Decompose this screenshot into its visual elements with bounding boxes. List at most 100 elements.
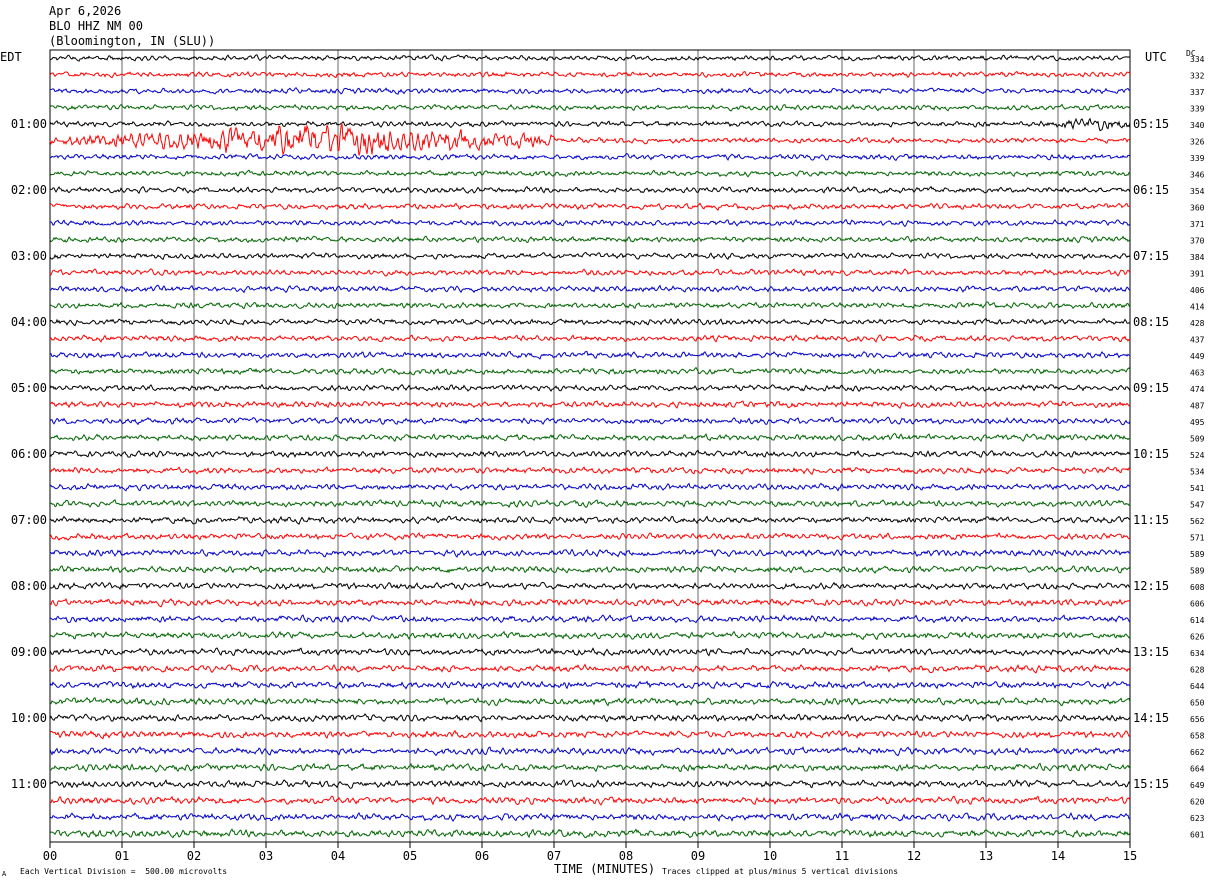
x-tick-label: 02 bbox=[187, 849, 201, 863]
trace-line bbox=[49, 499, 1131, 509]
dc-offset-label: 623 bbox=[1190, 814, 1205, 823]
x-tick-label: 09 bbox=[691, 849, 705, 863]
left-hour-label: 09:00 bbox=[11, 645, 47, 659]
trace-line bbox=[49, 54, 1131, 62]
trace-line bbox=[49, 779, 1131, 789]
dc-label: DC bbox=[1186, 49, 1196, 58]
dc-offset-label: 664 bbox=[1190, 765, 1205, 774]
dc-offset-label: 571 bbox=[1190, 534, 1205, 543]
right-timezone-label: UTC bbox=[1145, 50, 1167, 64]
x-tick-label: 07 bbox=[547, 849, 561, 863]
x-tick-label: 13 bbox=[979, 849, 993, 863]
trace-line bbox=[49, 202, 1131, 211]
x-axis-title: TIME (MINUTES) bbox=[554, 862, 656, 876]
location-label: (Bloomington, IN (SLU)) bbox=[49, 34, 216, 48]
station-label: BLO HHZ NM 00 bbox=[49, 19, 143, 33]
x-tick-label: 12 bbox=[907, 849, 921, 863]
left-hour-label: 06:00 bbox=[11, 447, 47, 461]
dc-offset-label: 437 bbox=[1190, 336, 1205, 345]
x-tick-label: 06 bbox=[475, 849, 489, 863]
x-tick-label: 10 bbox=[763, 849, 777, 863]
trace-line bbox=[49, 532, 1131, 542]
trace-line bbox=[49, 663, 1131, 674]
dc-offset-label: 626 bbox=[1190, 633, 1205, 642]
right-hour-label: 06:15 bbox=[1133, 183, 1169, 197]
right-hour-label: 13:15 bbox=[1133, 645, 1169, 659]
trace-line bbox=[49, 581, 1131, 591]
left-hour-label: 01:00 bbox=[11, 117, 47, 131]
trace-line bbox=[49, 416, 1131, 426]
trace-line bbox=[49, 383, 1131, 393]
dc-offset-label: 391 bbox=[1190, 270, 1205, 279]
trace-line bbox=[49, 515, 1131, 525]
dc-offset-label: 339 bbox=[1190, 154, 1205, 163]
dc-offset-label: 354 bbox=[1190, 187, 1205, 196]
dc-offset-label: 541 bbox=[1190, 484, 1205, 493]
dc-offset-label: 656 bbox=[1190, 715, 1205, 724]
dc-offset-label: 332 bbox=[1190, 72, 1205, 81]
trace-line bbox=[49, 614, 1131, 624]
dc-offset-label: 463 bbox=[1190, 369, 1205, 378]
trace-line bbox=[49, 696, 1131, 707]
trace-line bbox=[49, 647, 1131, 657]
trace-line bbox=[49, 466, 1131, 475]
dc-offset-label: 428 bbox=[1190, 319, 1205, 328]
x-tick-label: 03 bbox=[259, 849, 273, 863]
right-hour-label: 07:15 bbox=[1133, 249, 1169, 263]
trace-line bbox=[49, 548, 1131, 558]
trace-line bbox=[49, 713, 1131, 723]
trace-line bbox=[49, 317, 1131, 327]
trace-line bbox=[49, 729, 1131, 740]
date-label: Apr 6,2026 bbox=[49, 4, 122, 18]
x-tick-label: 05 bbox=[403, 849, 417, 863]
right-hour-label: 14:15 bbox=[1133, 711, 1169, 725]
dc-offset-label: 360 bbox=[1190, 204, 1205, 213]
trace-line bbox=[49, 350, 1131, 360]
trace-line bbox=[49, 449, 1131, 459]
left-hour-label: 04:00 bbox=[11, 315, 47, 329]
dc-offset-label: 495 bbox=[1190, 418, 1205, 427]
dc-offset-label: 509 bbox=[1190, 435, 1205, 444]
trace-line bbox=[49, 680, 1131, 690]
trace-line bbox=[49, 334, 1131, 343]
trace-line bbox=[49, 366, 1131, 376]
trace-line bbox=[49, 117, 1131, 132]
trace-line bbox=[49, 251, 1131, 261]
clip-note: Traces clipped at plus/minus 5 vertical … bbox=[662, 867, 899, 876]
right-hour-label: 05:15 bbox=[1133, 117, 1169, 131]
x-tick-label: 15 bbox=[1123, 849, 1137, 863]
trace-line bbox=[49, 268, 1131, 277]
trace-line bbox=[49, 565, 1131, 574]
dc-offset-label: 346 bbox=[1190, 171, 1205, 180]
trace-line bbox=[49, 123, 1131, 156]
dc-offset-label: 339 bbox=[1190, 105, 1205, 114]
left-hour-label: 05:00 bbox=[11, 381, 47, 395]
trace-line bbox=[49, 218, 1131, 228]
trace-line bbox=[49, 103, 1131, 112]
dc-offset-label: 650 bbox=[1190, 699, 1205, 708]
trace-line bbox=[49, 70, 1131, 79]
trace-line bbox=[49, 762, 1131, 773]
right-hour-label: 09:15 bbox=[1133, 381, 1169, 395]
trace-line bbox=[49, 169, 1131, 178]
dc-offset-label: 628 bbox=[1190, 666, 1205, 675]
dc-offset-label: 334 bbox=[1190, 55, 1205, 64]
trace-line bbox=[49, 828, 1131, 839]
left-hour-label: 03:00 bbox=[11, 249, 47, 263]
plot-frame bbox=[49, 49, 1131, 843]
trace-line bbox=[49, 284, 1131, 294]
dc-offset-label: 649 bbox=[1190, 781, 1205, 790]
trace-line bbox=[49, 597, 1131, 608]
trace-line bbox=[49, 795, 1131, 806]
dc-offset-label: 608 bbox=[1190, 583, 1205, 592]
x-tick-label: 14 bbox=[1051, 849, 1065, 863]
trace-line bbox=[49, 400, 1131, 410]
x-tick-label: 08 bbox=[619, 849, 633, 863]
left-hour-label: 10:00 bbox=[11, 711, 47, 725]
dc-offset-label: 601 bbox=[1190, 831, 1205, 840]
dc-offset-label: 534 bbox=[1190, 468, 1205, 477]
dc-offset-label: 662 bbox=[1190, 748, 1205, 757]
trace-line bbox=[49, 301, 1131, 310]
trace-line bbox=[49, 153, 1131, 162]
